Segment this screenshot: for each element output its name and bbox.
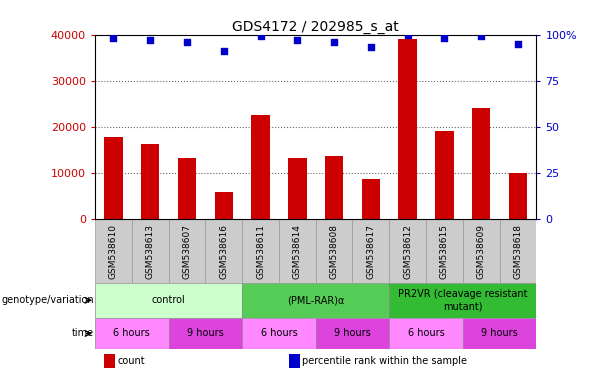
Bar (325, 156, 343, 219)
Text: time: time (72, 328, 94, 338)
Text: GSM538616: GSM538616 (219, 223, 228, 279)
Text: GSM538614: GSM538614 (293, 224, 302, 279)
Bar (279, 219, 316, 283)
Text: control: control (151, 295, 186, 305)
Text: GSM538617: GSM538617 (367, 223, 375, 279)
Text: GSM538618: GSM538618 (514, 223, 522, 279)
Bar (132, 219, 169, 283)
Text: (PML-RAR)α: (PML-RAR)α (287, 295, 345, 305)
Bar (509, 173, 527, 219)
Bar (205, 219, 242, 283)
Point (256, 33, 265, 40)
Bar (169, 219, 205, 283)
Bar (352, 219, 389, 283)
Bar (242, 283, 389, 318)
Text: 9 hours: 9 hours (481, 328, 518, 338)
Text: GSM538609: GSM538609 (477, 223, 485, 279)
Point (403, 31, 413, 38)
Point (182, 39, 192, 45)
Point (440, 35, 449, 41)
Title: GDS4172 / 202985_s_at: GDS4172 / 202985_s_at (232, 20, 399, 33)
Bar (389, 283, 536, 318)
Text: GSM538607: GSM538607 (183, 223, 191, 279)
Bar (251, 116, 270, 219)
Point (292, 37, 302, 43)
Text: 6 hours: 6 hours (261, 328, 297, 338)
Text: GSM538608: GSM538608 (330, 223, 338, 279)
Bar (463, 318, 536, 349)
Text: 6 hours: 6 hours (408, 328, 444, 338)
Bar (289, 354, 300, 368)
Point (109, 35, 118, 41)
Point (145, 37, 155, 43)
Bar (242, 318, 316, 349)
Bar (435, 131, 454, 219)
Text: 9 hours: 9 hours (187, 328, 224, 338)
Text: 6 hours: 6 hours (113, 328, 150, 338)
Bar (500, 219, 536, 283)
Bar (104, 354, 115, 368)
Text: GSM538610: GSM538610 (109, 223, 118, 279)
Text: PR2VR (cleavage resistant
mutant): PR2VR (cleavage resistant mutant) (398, 290, 528, 311)
Bar (242, 219, 279, 283)
Text: GSM538611: GSM538611 (256, 223, 265, 279)
Text: GSM538612: GSM538612 (403, 224, 412, 279)
Point (476, 33, 486, 40)
Bar (95, 318, 169, 349)
Bar (472, 109, 490, 219)
Bar (389, 318, 463, 349)
Bar (95, 283, 242, 318)
Bar (362, 179, 380, 219)
Point (366, 45, 376, 51)
Text: genotype/variation: genotype/variation (2, 295, 94, 305)
Bar (426, 219, 463, 283)
Text: count: count (117, 356, 145, 366)
Bar (316, 318, 389, 349)
Text: GSM538613: GSM538613 (146, 223, 154, 279)
Text: GSM538615: GSM538615 (440, 223, 449, 279)
Bar (463, 219, 500, 283)
Point (513, 41, 523, 47)
Bar (389, 219, 426, 283)
Bar (398, 39, 417, 219)
Bar (288, 159, 306, 219)
Bar (169, 318, 242, 349)
Bar (316, 219, 352, 283)
Bar (215, 192, 233, 219)
Bar (104, 137, 123, 219)
Point (329, 39, 339, 45)
Bar (95, 219, 132, 283)
Bar (141, 144, 159, 219)
Text: 9 hours: 9 hours (334, 328, 371, 338)
Point (219, 48, 229, 54)
Bar (178, 159, 196, 219)
Text: percentile rank within the sample: percentile rank within the sample (302, 356, 468, 366)
